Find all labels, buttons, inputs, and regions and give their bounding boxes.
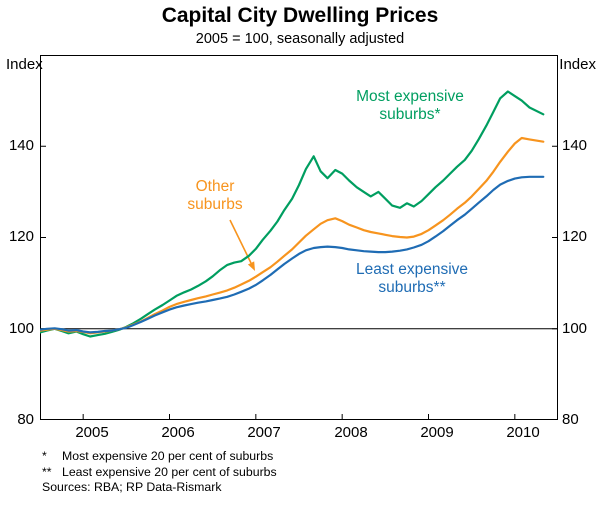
sources-text: Sources: RBA; RP Data-Rismark — [42, 480, 222, 494]
page-subtitle: 2005 = 100, seasonally adjusted — [195, 31, 405, 47]
series-label-line: Most expensive — [356, 88, 464, 105]
footnote-row: * Most expensive 20 per cent of suburbs — [42, 449, 277, 465]
y-tick-label-left: 140 — [8, 137, 34, 154]
series-label-line: suburbs** — [378, 279, 446, 296]
y-tick-label-left: 100 — [8, 320, 34, 337]
footnote-text: Most expensive 20 per cent of suburbs — [62, 449, 274, 463]
series-line-1 — [38, 136, 545, 335]
y-axis-unit-left: Index — [6, 56, 43, 73]
footnotes: * Most expensive 20 per cent of suburbs … — [42, 449, 277, 496]
series-label-other: Other suburbs — [150, 178, 280, 214]
y-tick-label-right: 100 — [562, 320, 588, 337]
series-label-line: suburbs* — [379, 106, 441, 123]
y-tick-label-right: 120 — [562, 228, 588, 245]
plot-area — [38, 55, 558, 421]
series-label-least-expensive: Least expensive suburbs** — [322, 261, 502, 297]
footnote-text: Least expensive 20 per cent of suburbs — [62, 464, 277, 479]
series-label-most-expensive: Most expensive suburbs* — [320, 88, 500, 124]
x-tick-label: 2007 — [247, 424, 281, 441]
sources-line: Sources: RBA; RP Data-Rismark — [42, 480, 277, 496]
x-tick-label: 2006 — [161, 424, 195, 441]
footnote-marker: ** — [42, 464, 52, 479]
x-tick-label: 2010 — [506, 424, 540, 441]
page-title: Capital City Dwelling Prices — [161, 4, 439, 27]
y-axis-unit-right: Index — [559, 56, 596, 73]
series-label-line: suburbs — [187, 196, 243, 213]
y-tick-label-right: 140 — [562, 137, 588, 154]
series-label-line: Other — [195, 178, 235, 195]
series-label-line: Least expensive — [355, 261, 469, 278]
y-tick-label-left: 80 — [17, 411, 34, 428]
series-line-2 — [38, 175, 545, 334]
x-tick-label: 2008 — [334, 424, 368, 441]
y-tick-label-left: 120 — [8, 228, 34, 245]
x-tick-label: 2009 — [420, 424, 454, 441]
x-tick-label: 2005 — [75, 424, 109, 441]
footnote-row: ** Least expensive 20 per cent of suburb… — [42, 465, 277, 481]
footnote-marker: * — [42, 449, 47, 463]
y-tick-label-right: 80 — [562, 411, 579, 428]
series-line-0 — [38, 90, 545, 338]
